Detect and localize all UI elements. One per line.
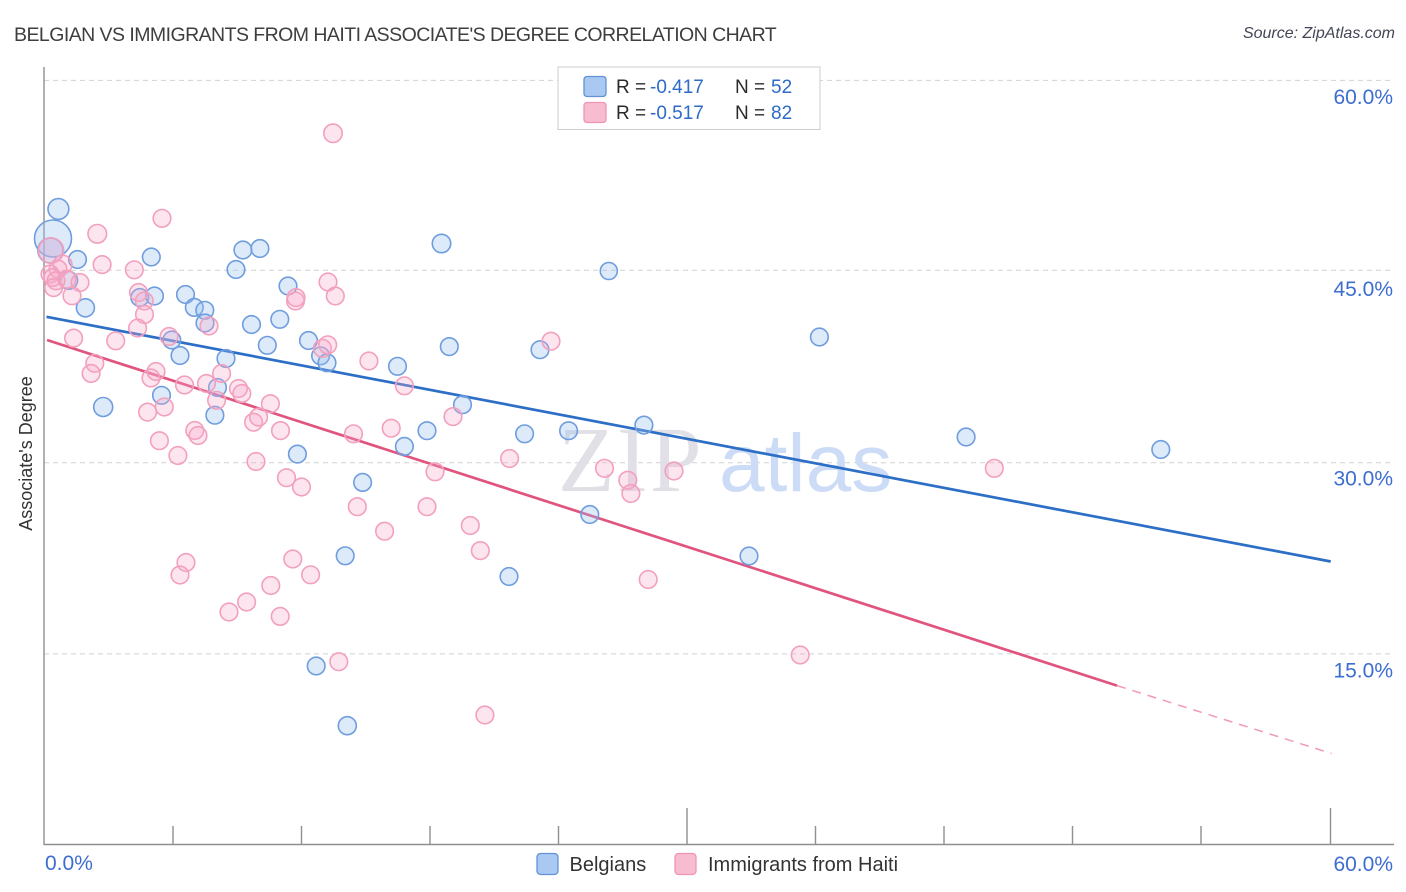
svg-text:atlas: atlas: [719, 418, 892, 509]
svg-text:15.0%: 15.0%: [1333, 660, 1393, 683]
svg-text:60.0%: 60.0%: [1333, 853, 1393, 876]
svg-text:Associate's Degree: Associate's Degree: [16, 376, 36, 531]
svg-text:-0.417: -0.417: [650, 77, 704, 98]
svg-text:0.0%: 0.0%: [45, 852, 93, 875]
svg-text:60.0%: 60.0%: [1333, 86, 1393, 109]
svg-text:45.0%: 45.0%: [1333, 278, 1393, 301]
svg-text:R =: R =: [616, 103, 646, 124]
svg-text:82: 82: [771, 103, 792, 124]
svg-text:30.0%: 30.0%: [1333, 468, 1393, 491]
svg-text:ZIP: ZIP: [558, 409, 704, 512]
svg-text:Immigrants from Haiti: Immigrants from Haiti: [708, 854, 898, 876]
svg-text:N =: N =: [735, 103, 765, 124]
svg-text:-0.517: -0.517: [650, 103, 704, 124]
svg-text:N =: N =: [735, 77, 765, 98]
svg-text:Belgians: Belgians: [570, 854, 647, 876]
svg-text:52: 52: [771, 77, 792, 98]
svg-text:R =: R =: [616, 77, 646, 98]
